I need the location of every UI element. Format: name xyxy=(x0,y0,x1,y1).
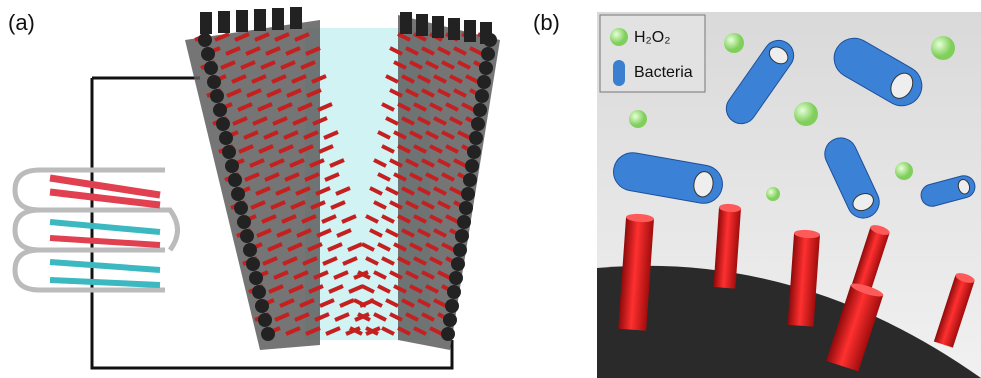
h2o2-molecule xyxy=(794,102,818,126)
node xyxy=(445,299,459,313)
top-cap xyxy=(290,7,302,29)
top-cap xyxy=(254,9,266,31)
folded-stack xyxy=(15,170,178,290)
top-cap xyxy=(200,12,212,34)
node xyxy=(463,173,477,187)
node xyxy=(477,75,491,89)
top-cap xyxy=(236,10,248,32)
node xyxy=(461,187,475,201)
legend-label: Bacteria xyxy=(634,64,693,81)
node xyxy=(447,285,461,299)
node xyxy=(249,271,263,285)
node xyxy=(465,159,479,173)
node xyxy=(237,215,251,229)
node xyxy=(469,131,483,145)
node xyxy=(453,243,467,257)
top-cap xyxy=(432,16,444,38)
top-cap xyxy=(480,22,492,44)
panel-label: (a) xyxy=(8,10,35,35)
node xyxy=(258,313,272,327)
node xyxy=(204,61,218,75)
node xyxy=(455,229,469,243)
node xyxy=(457,215,471,229)
node xyxy=(219,131,233,145)
node xyxy=(198,33,212,47)
node xyxy=(473,103,487,117)
panel-label: (b) xyxy=(533,10,560,35)
node xyxy=(243,243,257,257)
node xyxy=(471,117,485,131)
node xyxy=(441,327,455,341)
legend-icon xyxy=(613,60,625,86)
legend: H₂O₂ Bacteria xyxy=(600,15,705,92)
node xyxy=(201,47,215,61)
h2o2-molecule xyxy=(724,33,744,53)
node xyxy=(228,173,242,187)
top-cap xyxy=(400,12,412,34)
node xyxy=(475,89,489,103)
top-cap xyxy=(272,8,284,30)
node xyxy=(213,103,227,117)
node xyxy=(449,271,463,285)
node xyxy=(443,313,457,327)
h2o2-molecule xyxy=(766,187,780,201)
h2o2-molecule xyxy=(895,162,913,180)
node xyxy=(261,327,275,341)
node xyxy=(481,47,495,61)
legend-label: H₂O₂ xyxy=(634,29,670,46)
node xyxy=(252,285,266,299)
node xyxy=(231,187,245,201)
top-cap xyxy=(416,14,428,36)
top-cap xyxy=(448,18,460,40)
top-cap xyxy=(464,20,476,42)
h2o2-molecule xyxy=(629,110,647,128)
node xyxy=(234,201,248,215)
figure: (a) (b) H₂O₂ Bacteria xyxy=(0,0,981,378)
node xyxy=(240,229,254,243)
node xyxy=(207,75,221,89)
node xyxy=(246,257,260,271)
node xyxy=(222,145,236,159)
node xyxy=(210,89,224,103)
node xyxy=(479,61,493,75)
node xyxy=(216,117,230,131)
node xyxy=(467,145,481,159)
node xyxy=(451,257,465,271)
legend-icon xyxy=(610,28,628,46)
top-cap xyxy=(218,11,230,33)
h2o2-molecule xyxy=(931,36,955,60)
node xyxy=(225,159,239,173)
node xyxy=(255,299,269,313)
node xyxy=(459,201,473,215)
